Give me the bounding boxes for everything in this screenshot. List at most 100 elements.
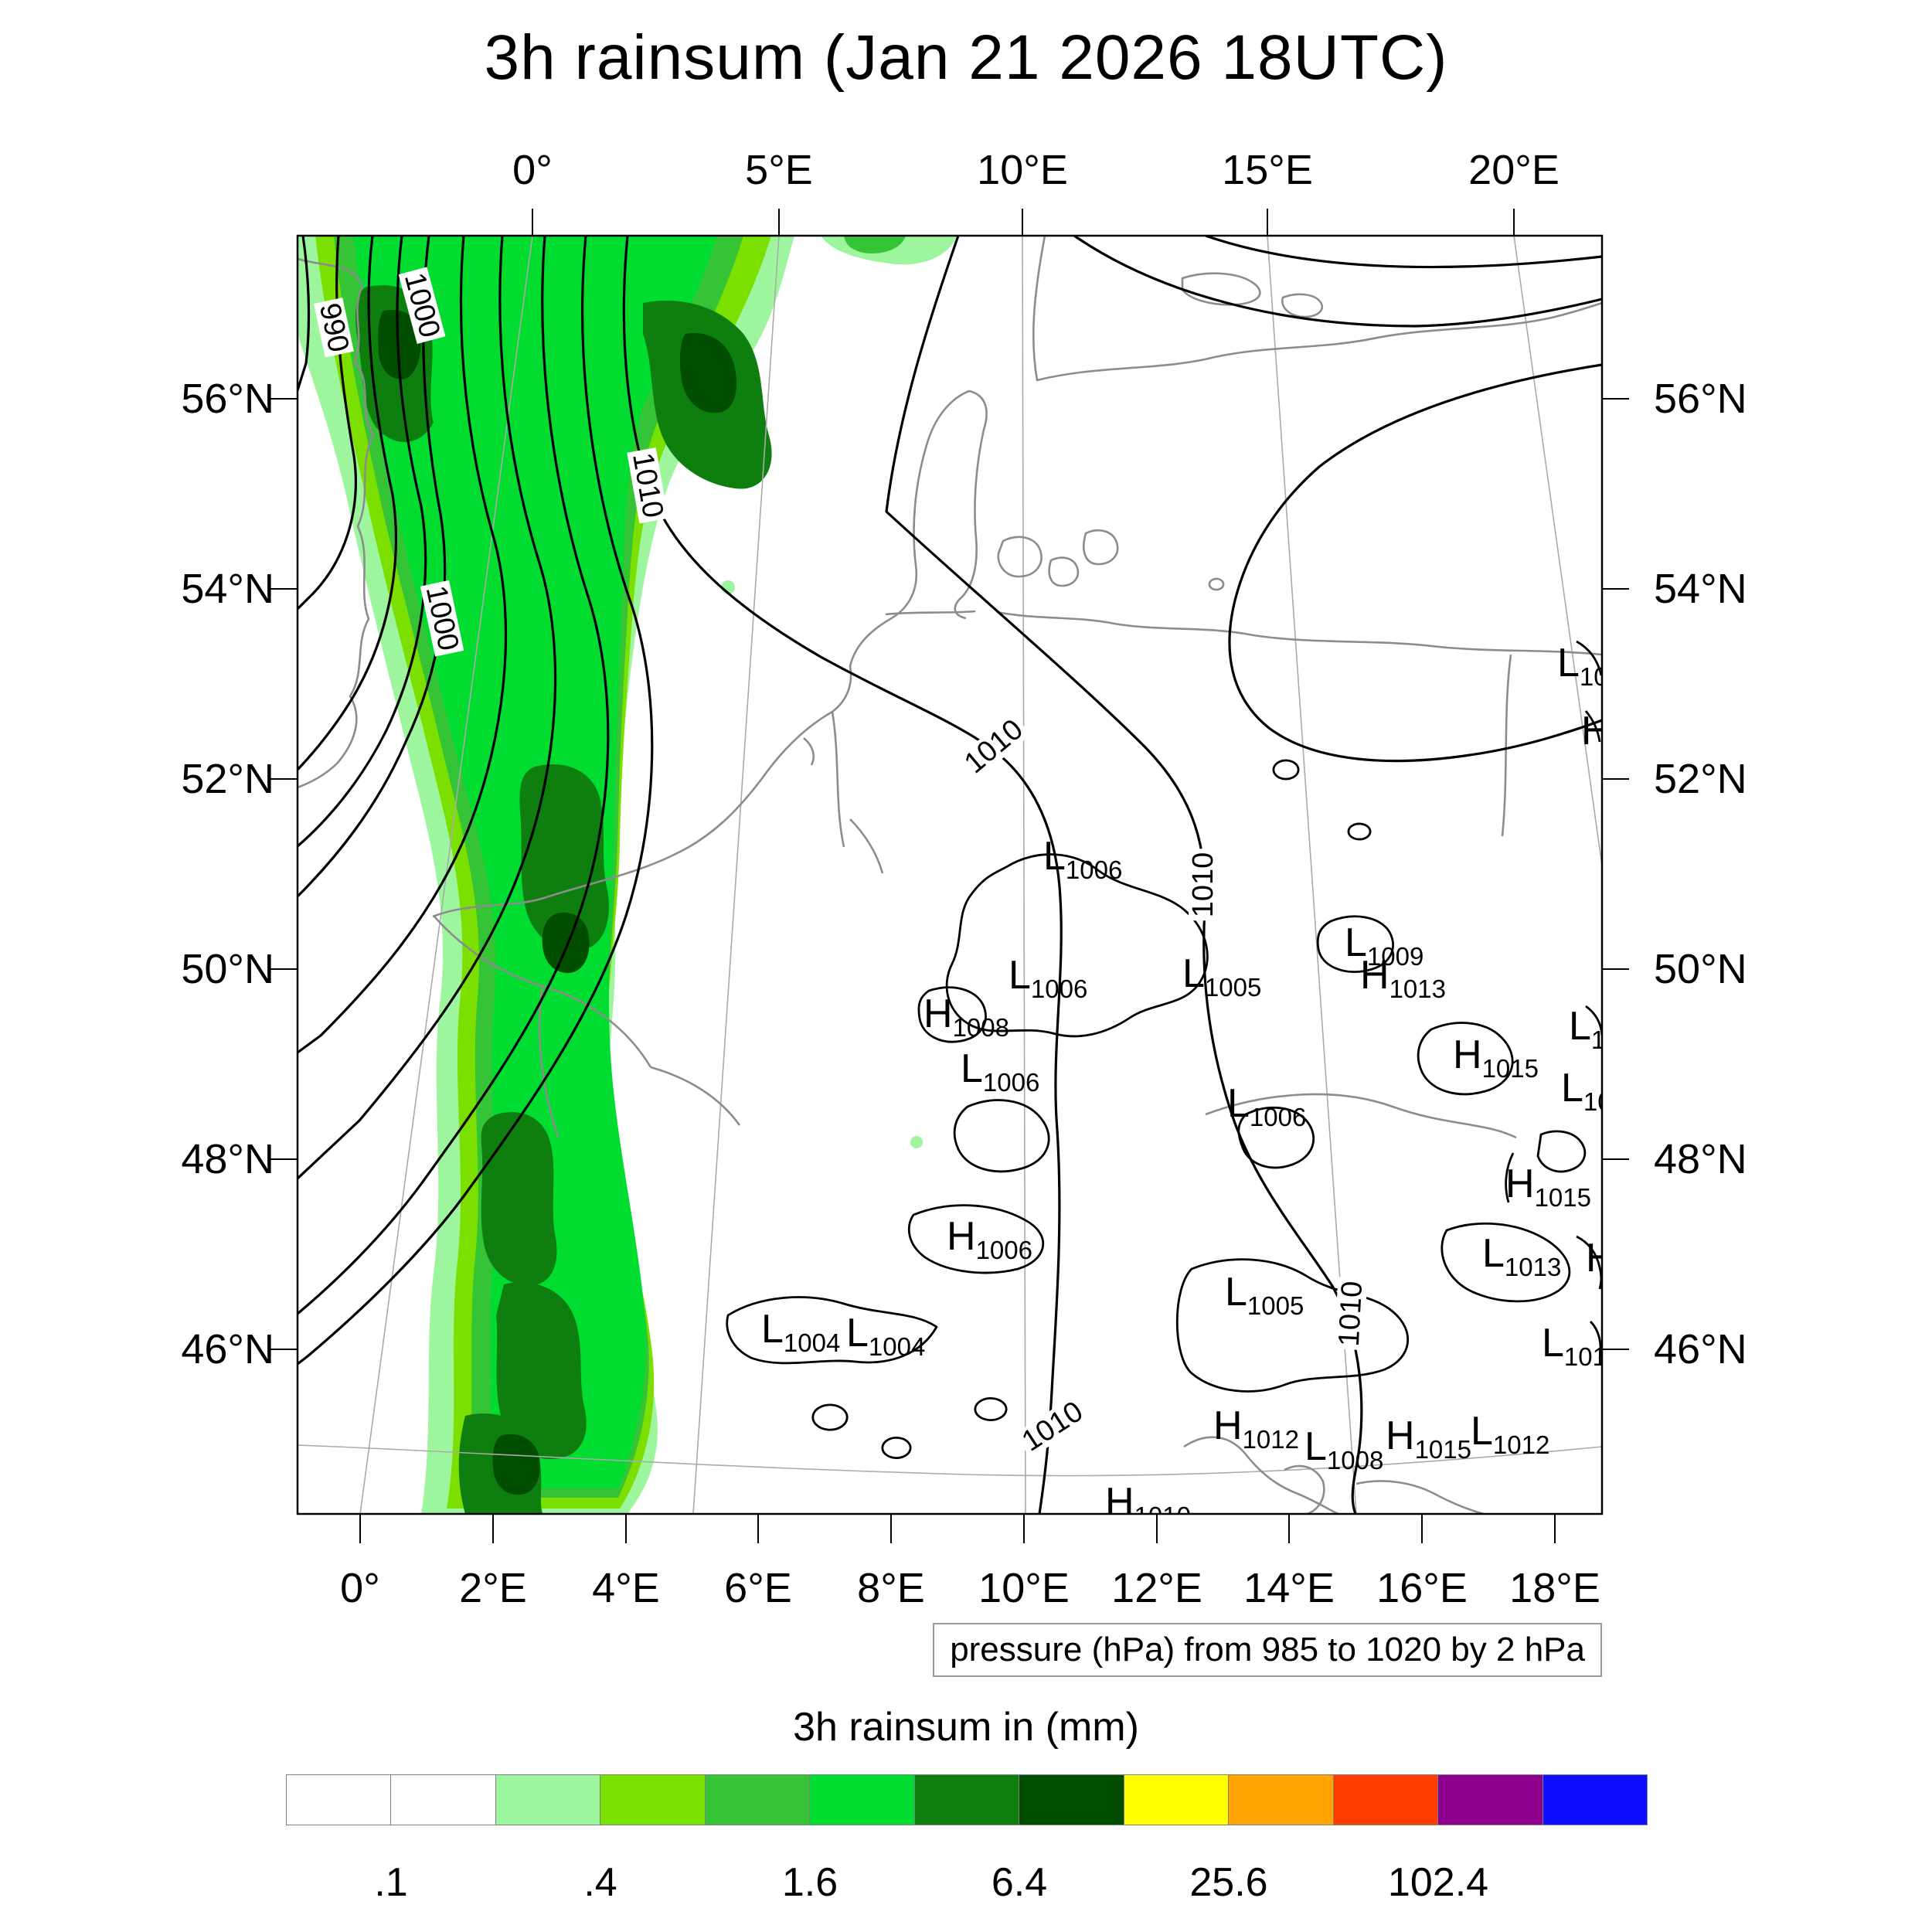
pressure-center-letter: L xyxy=(1569,1004,1591,1049)
pressure-center-label: L101 xyxy=(1542,1321,1602,1369)
pressure-center-label: L1004 xyxy=(846,1311,925,1359)
pressure-center-label: L1013 xyxy=(1482,1231,1561,1280)
pressure-center-letter: H xyxy=(947,1214,976,1259)
contour-value-label: 1010 xyxy=(1187,849,1219,921)
colorbar-cell xyxy=(286,1774,392,1825)
pressure-center-value: 1015 xyxy=(1481,1054,1539,1083)
pressure-center-value: 1009 xyxy=(1366,942,1424,971)
bottom-axis-label: 18°E xyxy=(1509,1565,1600,1611)
colorbar-boundary-label: 1.6 xyxy=(781,1860,838,1905)
pressure-center-letter: L xyxy=(1482,1231,1505,1276)
pressure-center-label: L1 xyxy=(1569,1004,1602,1053)
pressure-center-letter: L xyxy=(1345,920,1367,965)
pressure-center-label: H xyxy=(1586,1238,1602,1278)
pressure-center-value: 1012 xyxy=(1242,1425,1299,1454)
pressure-center-letter: L xyxy=(1225,1270,1247,1315)
left-axis-label: 50°N xyxy=(181,946,274,992)
pressure-center-label: H1012 xyxy=(1213,1406,1299,1452)
pressure-center-value: 1006 xyxy=(1249,1103,1307,1131)
colorbar-boundary-label: .4 xyxy=(583,1860,617,1905)
pressure-caption: pressure (hPa) from 985 to 1020 by 2 hPa xyxy=(933,1623,1602,1677)
left-axis-label: 54°N xyxy=(181,566,274,612)
pressure-center-value: 10 xyxy=(1583,1087,1602,1116)
pressure-center-value: 1013 xyxy=(1389,975,1446,1003)
right-axis-label: 50°N xyxy=(1654,946,1747,992)
contour-value-label: 1000 xyxy=(398,267,446,344)
colorbar-boundary-label: 25.6 xyxy=(1189,1860,1268,1905)
bottom-axis-label: 6°E xyxy=(724,1565,792,1611)
pressure-center-label: L1004 xyxy=(761,1309,840,1355)
pressure-center-label: L1005 xyxy=(1225,1270,1304,1318)
pressure-center-label: L1012 xyxy=(1471,1411,1549,1458)
colorbar xyxy=(286,1774,1648,1825)
pressure-center-label: L1006 xyxy=(961,1046,1039,1095)
pressure-center-letter: H xyxy=(1360,953,1389,998)
bottom-axis-label: 10°E xyxy=(978,1565,1070,1611)
left-axis-label: 48°N xyxy=(181,1136,274,1182)
pressure-center-value: 101 xyxy=(1563,1342,1602,1371)
pressure-center-letter: H xyxy=(1105,1480,1134,1514)
bottom-axis-label: 8°E xyxy=(857,1565,925,1611)
pressure-center-letter: L xyxy=(1557,641,1580,685)
top-axis-label: 5°E xyxy=(745,147,813,193)
pressure-center-value: 1012 xyxy=(1492,1430,1550,1459)
pressure-center-label: L1006 xyxy=(1009,953,1087,1002)
pressure-center-value: 1004 xyxy=(868,1332,926,1361)
colorbar-title: 3h rainsum in (mm) xyxy=(793,1705,1139,1750)
pressure-center-value: 1006 xyxy=(1030,975,1088,1003)
pressure-center-label: L1009 xyxy=(1345,920,1423,969)
pressure-center-letter: H xyxy=(1453,1032,1482,1077)
rain-shading-darkest xyxy=(378,309,737,1495)
contour-value-label: 1010 xyxy=(957,712,1031,781)
colorbar-cell xyxy=(1542,1774,1648,1825)
pressure-center-value: 1004 xyxy=(783,1328,841,1357)
pressure-center-letter: L xyxy=(961,1046,983,1091)
bottom-axis-label: 0° xyxy=(340,1565,380,1611)
pressure-center-value: 1005 xyxy=(1204,973,1262,1002)
pressure-center-label: L10 xyxy=(1557,641,1602,689)
pressure-center-label: L1008 xyxy=(1304,1427,1383,1473)
top-axis-label: 20°E xyxy=(1468,147,1560,193)
pressure-center-letter: L xyxy=(1009,953,1031,998)
pressure-center-label: H1010 xyxy=(1105,1482,1191,1514)
pressure-center-letter: L xyxy=(846,1311,869,1355)
map-border xyxy=(296,234,1604,1515)
pressure-center-value: 1008 xyxy=(952,1013,1009,1042)
left-axis-label: 56°N xyxy=(181,376,274,422)
top-axis-label: 0° xyxy=(512,147,553,193)
pressure-center-letter: H xyxy=(1586,1236,1602,1281)
right-axis-label: 48°N xyxy=(1654,1136,1747,1182)
bottom-axis-label: 2°E xyxy=(459,1565,527,1611)
colorbar-cell xyxy=(809,1774,915,1825)
colorbar-boundary-label: 102.4 xyxy=(1387,1860,1489,1905)
pressure-center-value: 1010 xyxy=(1134,1502,1191,1514)
pressure-center-label: H1015 xyxy=(1386,1413,1471,1462)
colorbar-boundary-label: 6.4 xyxy=(991,1860,1048,1905)
colorbar-cell xyxy=(390,1774,496,1825)
pressure-center-value: 1013 xyxy=(1504,1253,1562,1281)
colorbar-cell xyxy=(1332,1774,1439,1825)
coastlines xyxy=(298,236,1602,1514)
pressure-center-value: 1005 xyxy=(1247,1291,1304,1320)
contour-value-label: 1010 xyxy=(1014,1394,1091,1459)
pressure-center-value: 1008 xyxy=(1326,1446,1384,1475)
top-axis-label: 15°E xyxy=(1222,147,1313,193)
colorbar-cell xyxy=(1123,1774,1230,1825)
pressure-center-value: 1015 xyxy=(1534,1183,1591,1212)
pressure-center-letter: H xyxy=(1386,1413,1415,1458)
axis-tick-marks xyxy=(270,209,1629,1543)
contour-value-label: 1000 xyxy=(420,580,464,657)
pressure-center-label: H1008 xyxy=(923,994,1009,1040)
pressure-center-label: L1005 xyxy=(1182,954,1261,1000)
pressure-center-letter: L xyxy=(1561,1066,1583,1111)
pressure-center-label: L10 xyxy=(1561,1066,1602,1114)
colorbar-cell xyxy=(913,1774,1020,1825)
pressure-center-letter: L xyxy=(1043,834,1066,879)
right-axis-label: 54°N xyxy=(1654,566,1747,612)
colorbar-boundary-label: .1 xyxy=(374,1860,408,1905)
pressure-center-letter: L xyxy=(1542,1321,1564,1366)
pressure-center-label: L1006 xyxy=(1227,1083,1306,1130)
pressure-center-label: H1013 xyxy=(1360,953,1446,1002)
